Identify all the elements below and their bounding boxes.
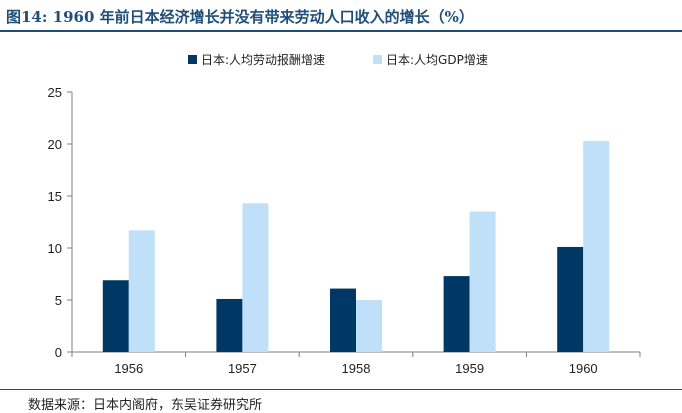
x-tick-label: 1957 bbox=[228, 361, 257, 376]
legend: 日本:人均劳动报酬增速 日本:人均GDP增速 bbox=[188, 52, 488, 67]
bar-series-1-1956 bbox=[102, 280, 129, 352]
y-tick-label: 25 bbox=[48, 85, 62, 100]
x-tick-label: 1960 bbox=[569, 361, 598, 376]
bar-series-1-1958 bbox=[330, 288, 356, 352]
bar-series-2-1959 bbox=[469, 211, 496, 352]
bar-series-1-1957 bbox=[216, 298, 243, 352]
x-tick-label: 1956 bbox=[114, 361, 143, 376]
y-tick-label: 10 bbox=[48, 241, 62, 256]
bar-series-2-1957 bbox=[242, 203, 269, 352]
title-divider bbox=[0, 30, 682, 32]
legend-swatch-series-2 bbox=[373, 55, 382, 64]
source-note: 数据来源：日本内阁府，东吴证券研究所 bbox=[28, 398, 263, 413]
bar-series-2-1960 bbox=[583, 140, 610, 352]
legend-label-series-2: 日本:人均GDP增速 bbox=[386, 53, 488, 67]
source-divider bbox=[0, 389, 682, 390]
bar-series-1-1960 bbox=[557, 246, 584, 352]
legend-label-series-1: 日本:人均劳动报酬增速 bbox=[201, 52, 325, 67]
chart-title: 图14: 1960 年前日本经济增长并没有带来劳动人口收入的增长（%） bbox=[6, 8, 474, 26]
tick-labels: 0 5 10 15 20 25 1956 1957 1958 1959 1960 bbox=[48, 85, 598, 376]
bars bbox=[102, 140, 610, 352]
y-tick-label: 20 bbox=[48, 137, 62, 152]
y-tick-label: 5 bbox=[55, 293, 62, 308]
bar-series-2-1956 bbox=[128, 230, 155, 352]
bar-series-2-1958 bbox=[356, 300, 382, 352]
y-tick-label: 0 bbox=[55, 345, 62, 360]
x-tick-label: 1959 bbox=[455, 361, 484, 376]
bar-series-1-1959 bbox=[443, 276, 470, 352]
y-tick-label: 15 bbox=[48, 189, 62, 204]
x-tick-label: 1958 bbox=[342, 361, 371, 376]
legend-swatch-series-1 bbox=[188, 55, 197, 64]
